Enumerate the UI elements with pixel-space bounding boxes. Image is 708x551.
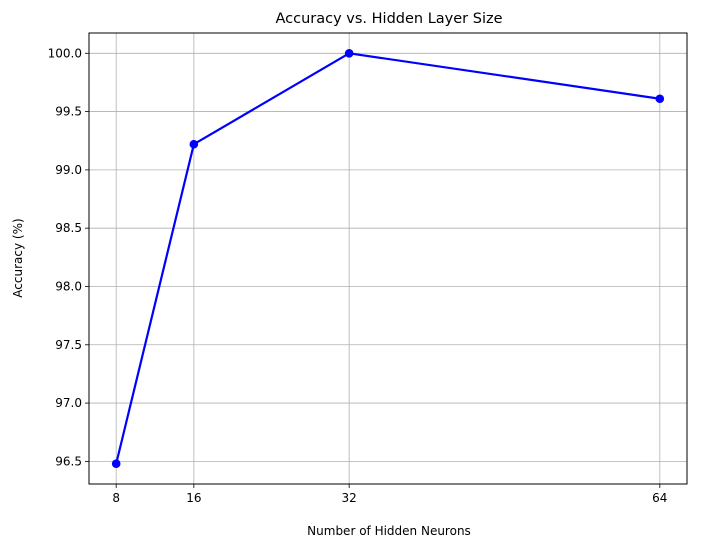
series-layer	[111, 48, 665, 469]
y-tick-label: 97.5	[55, 338, 82, 352]
x-tick-label: 8	[112, 491, 120, 505]
y-axis-label: Accuracy (%)	[11, 218, 25, 297]
x-tick-label: 16	[186, 491, 201, 505]
y-tick-label: 98.5	[55, 221, 82, 235]
y-tick-label: 100.0	[48, 46, 82, 60]
y-tick-label: 97.0	[55, 396, 82, 410]
grid-lines	[89, 33, 687, 484]
chart-title: Accuracy vs. Hidden Layer Size	[275, 11, 502, 27]
series-line	[115, 52, 660, 464]
x-tick-label: 64	[652, 491, 667, 505]
data-point	[655, 94, 665, 104]
data-point	[344, 48, 354, 58]
y-tick-label: 98.0	[55, 279, 82, 293]
plot-frame	[88, 32, 688, 485]
y-tick-label: 99.5	[55, 105, 82, 119]
y-tick-label: 99.0	[55, 163, 82, 177]
data-point	[111, 459, 121, 469]
data-point	[189, 139, 199, 149]
axis-ticks: 8 16 32 64 96.5 97.0 97.5 98.0 98.5 99.0 99.5 100.0	[48, 46, 668, 505]
x-tick-label: 32	[342, 491, 357, 505]
x-axis-label: Number of Hidden Neurons	[307, 524, 471, 538]
y-tick-label: 96.5	[55, 454, 82, 468]
